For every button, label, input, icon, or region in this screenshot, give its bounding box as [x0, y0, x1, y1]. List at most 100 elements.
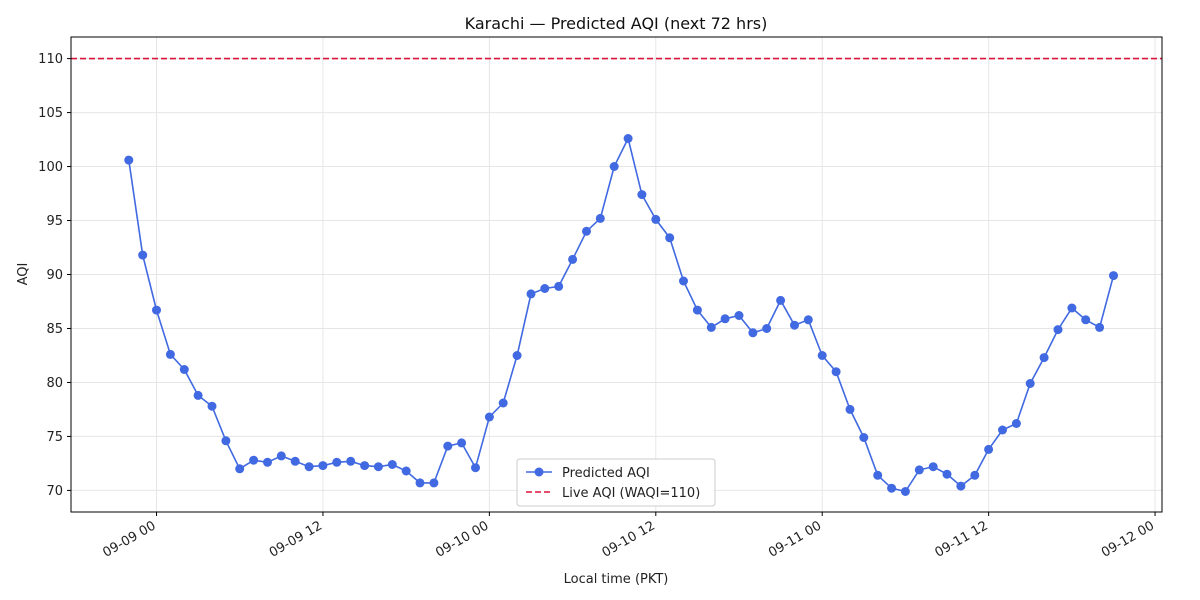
data-point	[568, 254, 578, 264]
y-tick-label: 110	[38, 52, 63, 67]
legend-label-live: Live AQI (WAQI=110)	[562, 486, 700, 501]
data-point	[124, 155, 134, 165]
y-axis-title: AQI	[16, 263, 31, 286]
data-point	[512, 351, 522, 360]
data-point	[235, 464, 245, 474]
data-point	[720, 314, 730, 324]
y-tick-label: 70	[46, 484, 63, 499]
data-point	[623, 134, 633, 143]
data-point	[734, 311, 744, 320]
data-point	[706, 322, 716, 332]
data-point	[859, 433, 869, 442]
data-point	[484, 412, 494, 422]
data-point	[1025, 379, 1035, 388]
data-point	[748, 328, 758, 338]
data-point	[651, 214, 661, 224]
data-point	[1011, 419, 1021, 428]
data-point	[1109, 271, 1118, 281]
x-tick-label: 09-09 00	[100, 518, 158, 560]
data-point	[207, 401, 217, 411]
x-tick-label: 09-11 12	[933, 518, 991, 560]
data-point	[1039, 353, 1049, 363]
data-point	[318, 461, 328, 471]
legend-label-predicted: Predicted AQI	[562, 466, 650, 481]
data-point	[526, 289, 536, 299]
data-point	[152, 305, 161, 315]
chart-title: Karachi — Predicted AQI (next 72 hrs)	[465, 14, 768, 33]
data-point	[387, 460, 397, 469]
data-point	[665, 233, 675, 243]
legend-marker-predicted	[534, 467, 544, 477]
data-point	[790, 320, 799, 330]
data-point	[928, 462, 938, 472]
data-point	[346, 456, 356, 466]
data-point	[609, 162, 619, 171]
data-point	[942, 469, 952, 479]
data-point	[679, 276, 688, 286]
y-axis-ticks: 70 75 80 85 90 95 100 105 110	[38, 52, 71, 499]
data-point	[970, 470, 980, 480]
y-tick-label: 95	[46, 214, 63, 229]
data-point	[887, 483, 897, 493]
x-axis-title: Local time (PKT)	[564, 572, 669, 587]
data-point	[1053, 325, 1063, 335]
data-point	[595, 213, 605, 223]
data-point	[554, 281, 564, 291]
data-point	[360, 461, 370, 471]
data-point	[540, 284, 550, 293]
data-point	[443, 441, 453, 451]
data-point	[1081, 315, 1091, 325]
data-point	[165, 349, 175, 359]
data-point	[900, 487, 910, 496]
data-point	[373, 462, 383, 472]
y-tick-label: 80	[46, 376, 63, 391]
data-point	[984, 444, 994, 454]
y-tick-label: 75	[46, 430, 63, 445]
data-point	[845, 404, 855, 414]
x-tick-label: 09-10 12	[600, 518, 658, 560]
y-tick-label: 85	[46, 322, 63, 337]
data-point	[471, 463, 480, 473]
data-point	[692, 305, 702, 315]
data-point	[401, 466, 411, 476]
data-point	[582, 226, 591, 236]
x-tick-label: 09-12 00	[1099, 518, 1157, 560]
data-point	[457, 438, 467, 448]
data-point	[998, 425, 1007, 435]
data-point	[415, 478, 425, 488]
data-point	[498, 398, 508, 408]
data-point	[221, 436, 231, 446]
legend: Predicted AQI Live AQI (WAQI=110)	[516, 458, 716, 507]
data-point	[776, 295, 786, 305]
data-point	[276, 451, 286, 461]
data-point	[831, 367, 841, 377]
y-tick-label: 105	[38, 106, 63, 121]
data-point	[637, 190, 647, 200]
data-point	[803, 315, 813, 325]
y-tick-label: 90	[46, 268, 63, 283]
data-point	[290, 456, 300, 466]
data-point	[304, 462, 314, 472]
data-point	[249, 455, 259, 465]
x-tick-label: 09-09 12	[267, 518, 325, 560]
data-point	[817, 351, 827, 360]
x-axis-ticks: 09-09 00 09-09 12 09-10 00 09-10 12 09-11 00…	[100, 512, 1157, 561]
series-line-predicted-aqi	[128, 136, 1115, 493]
data-point	[429, 478, 439, 488]
data-point	[1067, 303, 1077, 313]
data-point	[914, 465, 924, 475]
data-point	[263, 457, 272, 467]
data-point	[1095, 322, 1105, 332]
data-point	[332, 457, 342, 467]
legend-box	[516, 458, 716, 507]
data-point	[956, 481, 966, 491]
series	[124, 134, 1118, 496]
data-point	[762, 324, 772, 333]
grid	[71, 37, 1162, 512]
x-tick-label: 09-11 00	[766, 518, 824, 560]
x-tick-label: 09-10 00	[433, 518, 491, 560]
y-tick-label: 100	[38, 160, 63, 175]
data-point	[138, 250, 148, 260]
data-point	[193, 390, 203, 400]
